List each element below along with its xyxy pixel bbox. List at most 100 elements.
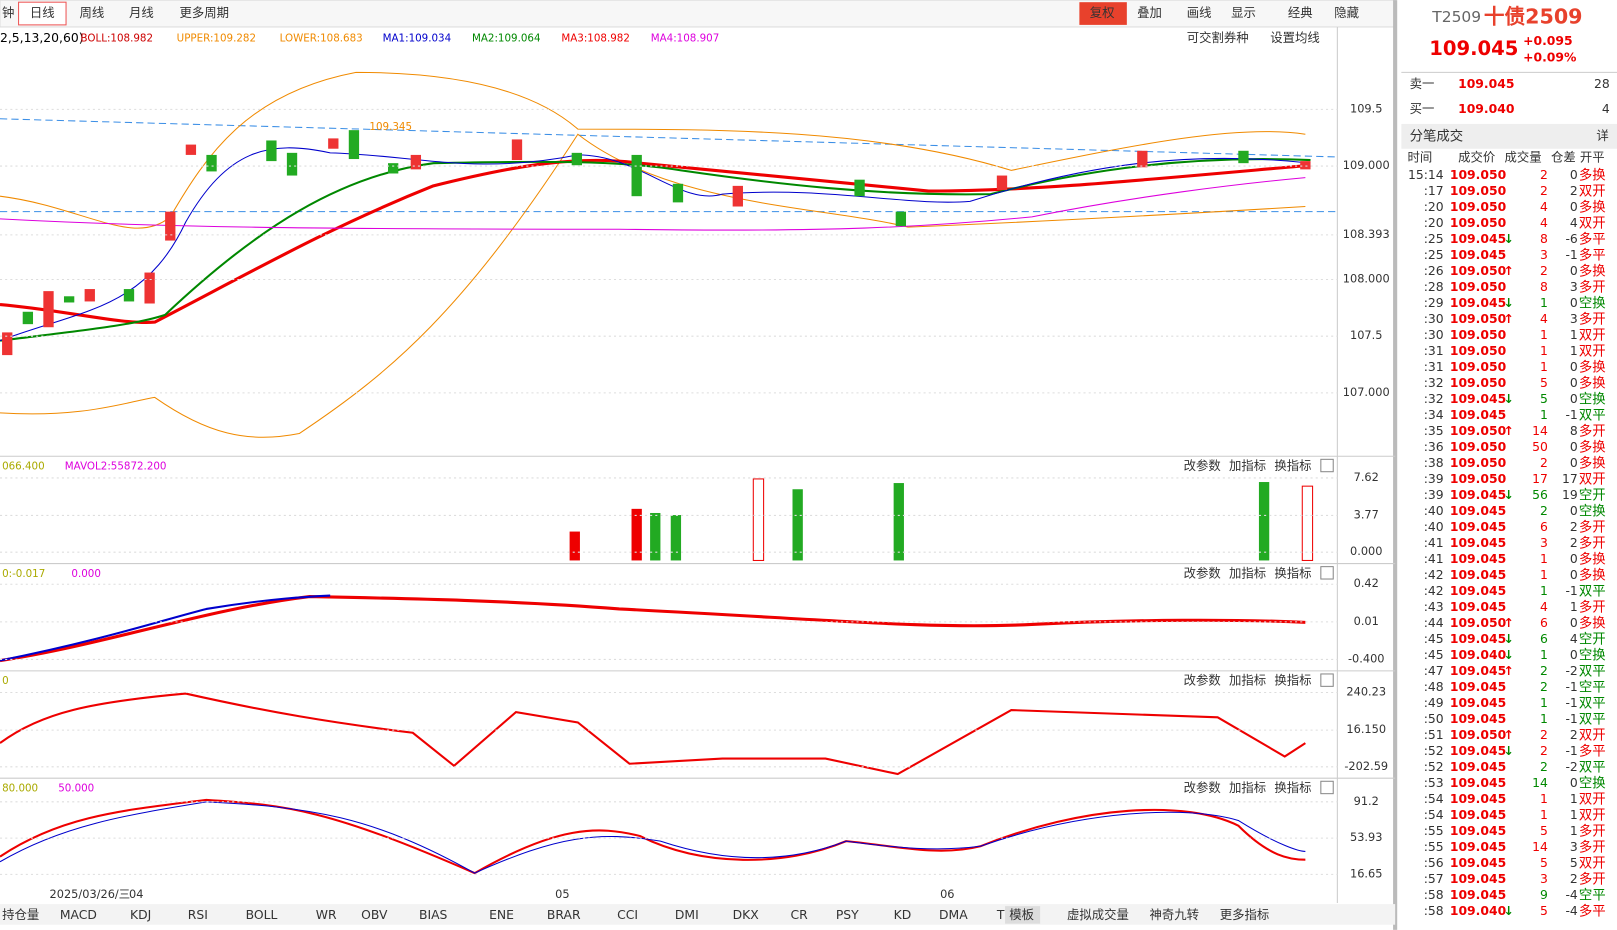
indicator-tab[interactable]: 更多指标 (1220, 907, 1270, 922)
indicator-tab[interactable]: WR (316, 908, 337, 922)
link[interactable]: 可交割券种 (1187, 30, 1249, 45)
tick-time: :57 (1424, 872, 1444, 886)
book-volume: 4 (1602, 102, 1610, 116)
book-label: 买一 (1410, 102, 1435, 116)
tick-price: 109.045 (1450, 600, 1506, 614)
tick-price: 109.045 (1450, 488, 1506, 502)
tick-type: 双开 (1579, 344, 1606, 359)
toolbar-button[interactable]: 复权 (1090, 5, 1115, 20)
indicator-tab[interactable]: ENE (489, 908, 514, 922)
change-pct: +0.09% (1523, 50, 1576, 64)
tick-volume: 50 (1532, 440, 1548, 454)
tick-volume: 9 (1540, 888, 1548, 902)
indicator-tab[interactable]: BIAS (419, 908, 448, 922)
y-tick-label: 108.393 (1343, 227, 1390, 241)
tick-volume: 1 (1540, 328, 1548, 342)
toolbar-button[interactable]: 画线 (1187, 6, 1212, 20)
book-volume: 28 (1594, 77, 1610, 91)
tick-oi-diff: 4 (1570, 216, 1578, 230)
tick-oi-diff: 0 (1570, 456, 1578, 470)
tick-volume: 17 (1532, 472, 1548, 486)
panel-button[interactable]: 加指标 (1229, 565, 1266, 580)
tick-time: :53 (1424, 776, 1444, 790)
tick-time: :34 (1424, 408, 1444, 422)
indicator-tab[interactable]: KD (894, 908, 912, 922)
tick-oi-diff: -1 (1565, 680, 1577, 694)
tick-time: :32 (1424, 392, 1444, 406)
y-tick-label: -0.400 (1348, 651, 1385, 665)
indicator-tab[interactable]: 持仓量 (2, 907, 39, 922)
indicator-tab[interactable]: 模板 (1009, 908, 1034, 922)
indicator-tab[interactable]: CR (790, 908, 808, 922)
detail-btn[interactable]: 详 (1596, 128, 1608, 143)
tick-volume: 1 (1540, 360, 1548, 374)
tick-time: :41 (1424, 536, 1444, 550)
panel-button[interactable]: 改参数 (1184, 458, 1222, 473)
panel-button[interactable]: 换指标 (1274, 458, 1311, 473)
indicator-tab[interactable]: DMA (939, 908, 968, 922)
close-btn[interactable] (1320, 780, 1334, 795)
y-tick-label: 91.2 (1354, 794, 1379, 808)
tick-volume: 2 (1540, 664, 1548, 678)
x-label: 06 (940, 887, 954, 901)
panel-button[interactable]: 换指标 (1274, 673, 1311, 688)
tick-type: 双开 (1579, 728, 1606, 743)
panel-button[interactable]: 加指标 (1229, 458, 1266, 473)
toolbar-button[interactable]: 经典 (1288, 6, 1313, 20)
tick-oi-diff: 1 (1570, 808, 1578, 822)
indicator-tab[interactable]: 神奇九转 (1150, 907, 1200, 922)
tick-price: 109.045 (1450, 504, 1506, 518)
indicator-tab[interactable]: DMI (675, 908, 699, 922)
indicator-tab[interactable]: OBV (361, 908, 388, 922)
period-tab[interactable]: 钟 (2, 5, 14, 20)
tick-volume: 5 (1540, 904, 1548, 918)
tick-time: :52 (1424, 744, 1444, 758)
column-header: 成交量 (1505, 150, 1542, 165)
tick-volume: 1 (1540, 584, 1548, 598)
period-tab[interactable]: 月线 (129, 6, 154, 20)
panel-button[interactable]: 加指标 (1229, 780, 1266, 795)
toolbar-button[interactable]: 叠加 (1137, 6, 1162, 20)
indicator-tab[interactable]: CCI (617, 908, 638, 922)
indicator-tab[interactable]: RSI (188, 908, 208, 922)
panel-button[interactable]: 加指标 (1229, 673, 1266, 688)
tick-type: 多换 (1579, 167, 1606, 184)
period-tab[interactable]: 日线 (30, 6, 55, 20)
close-btn[interactable] (1320, 566, 1334, 580)
panel-button[interactable]: 改参数 (1184, 673, 1222, 688)
period-tab[interactable]: 周线 (79, 6, 104, 20)
y-tick-label: 107.000 (1343, 385, 1390, 399)
panel-button[interactable]: 改参数 (1184, 565, 1222, 580)
toolbar-button[interactable]: 隐藏 (1334, 6, 1359, 20)
tick-type: 双平 (1579, 696, 1606, 711)
period-tab[interactable]: 更多周期 (180, 6, 230, 20)
panel-button[interactable]: 换指标 (1274, 565, 1311, 580)
link[interactable]: 设置均线 (1270, 30, 1320, 45)
tick-volume: 56 (1532, 488, 1548, 502)
indicator-tab[interactable]: KDJ (130, 908, 151, 922)
tick-volume: 14 (1532, 776, 1548, 790)
tick-type: 双平 (1579, 664, 1606, 679)
tick-oi-diff: 2 (1570, 872, 1578, 886)
indicator-tab[interactable]: PSY (836, 908, 859, 922)
tick-oi-diff: 0 (1570, 552, 1578, 566)
indicator-tab[interactable]: MACD (60, 908, 97, 922)
tick-volume: 1 (1540, 696, 1548, 710)
close-btn[interactable] (1320, 458, 1334, 473)
panel-button[interactable]: 换指标 (1274, 780, 1311, 795)
toolbar-button[interactable]: 显示 (1231, 6, 1256, 20)
indicator-tab[interactable]: BRAR (547, 908, 581, 922)
indicator-tab[interactable]: BOLL (246, 908, 278, 922)
indicator-tab[interactable]: DKX (733, 908, 760, 922)
tick-price: 109.040 (1450, 904, 1507, 918)
tick-oi-diff: 2 (1570, 728, 1578, 742)
tick-oi-diff: -2 (1565, 760, 1577, 774)
close-btn[interactable] (1320, 673, 1334, 687)
panel-button[interactable]: 改参数 (1184, 780, 1222, 795)
indicator-tab[interactable]: 虚拟成交量 (1067, 907, 1129, 922)
tick-type: 空换 (1579, 775, 1606, 791)
tick-time: :39 (1424, 472, 1444, 486)
tick-type: 双平 (1579, 584, 1606, 599)
